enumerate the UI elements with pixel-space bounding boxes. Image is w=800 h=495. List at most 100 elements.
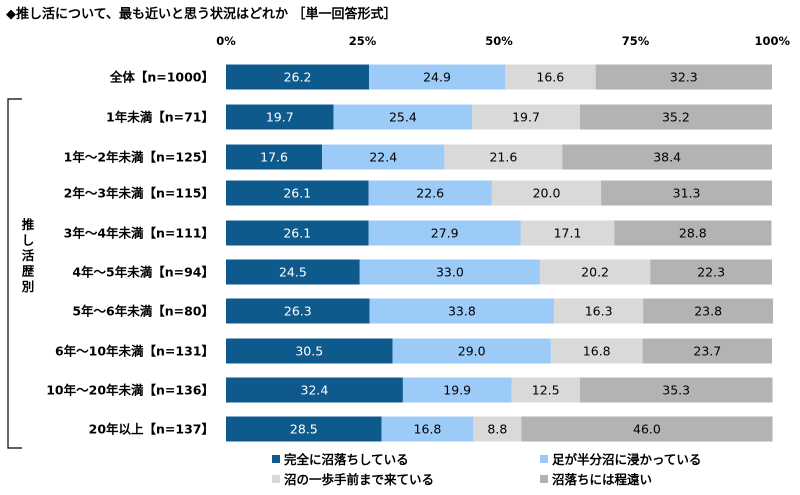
legend-label: 沼落ちには程遠い <box>552 472 652 487</box>
category-label: 1年未満【n=71】 <box>106 110 214 125</box>
data-label: 27.9 <box>431 226 459 241</box>
bar-segment <box>381 416 474 442</box>
bar-segment <box>359 259 540 285</box>
category-label: 6年～10年未満【n=131】 <box>55 344 214 359</box>
category-label: 1年～2年未満【n=125】 <box>64 150 214 165</box>
bar-segment <box>562 144 772 170</box>
x-tick-label: 100% <box>754 34 790 48</box>
chart-title: ◆推し活について、最も近いと思う状況はどれか ［単一回答形式］ <box>6 6 396 22</box>
data-label: 20.0 <box>533 186 561 201</box>
bar-segment <box>226 338 393 364</box>
bar-segment <box>579 377 773 403</box>
data-label: 19.7 <box>266 110 294 125</box>
legend-swatch <box>272 455 280 463</box>
data-label: 29.0 <box>458 344 486 359</box>
data-label: 16.8 <box>583 344 611 359</box>
data-label: 26.3 <box>284 304 312 319</box>
data-label: 24.9 <box>423 70 451 85</box>
data-label: 12.5 <box>532 383 560 398</box>
group-bracket-line <box>7 98 22 449</box>
data-label: 22.3 <box>697 265 725 280</box>
category-label: 20年以上【n=137】 <box>89 422 214 437</box>
data-label: 21.6 <box>489 150 517 165</box>
bar-segment <box>369 298 555 324</box>
bar-segment <box>369 64 506 90</box>
bar-segment <box>550 338 643 364</box>
bar-segment <box>554 298 644 324</box>
data-label: 26.2 <box>284 70 312 85</box>
data-label: 16.6 <box>536 70 564 85</box>
data-label: 30.5 <box>295 344 323 359</box>
data-label: 35.2 <box>662 110 690 125</box>
bar-segment <box>368 180 492 206</box>
bar-segment <box>333 104 473 130</box>
bar-segment <box>226 220 369 246</box>
data-label: 8.8 <box>487 422 507 437</box>
bar-segment <box>521 416 773 442</box>
bar-segment <box>579 104 772 130</box>
bar-segment <box>226 377 403 403</box>
data-label: 26.1 <box>283 186 311 201</box>
data-label: 35.3 <box>662 383 690 398</box>
bar-segment <box>226 298 370 324</box>
bar-segment <box>511 377 580 403</box>
x-tick-label: 25% <box>349 34 377 48</box>
bar-segment <box>226 64 370 90</box>
data-label: 31.3 <box>673 186 701 201</box>
group-label: 推し活歴別 <box>21 217 35 294</box>
data-label: 46.0 <box>633 422 661 437</box>
data-label: 22.6 <box>416 186 444 201</box>
bar-segment <box>226 104 334 130</box>
data-label: 19.9 <box>443 383 471 398</box>
x-axis-ticks: 0% 25% 50% 75% 100% <box>216 34 790 48</box>
bar-segment <box>472 104 580 130</box>
bar-segment <box>491 180 602 206</box>
bar-segment <box>520 220 615 246</box>
legend-label: 沼の一歩手前まで来ている <box>284 472 434 487</box>
bar-segment <box>595 64 772 90</box>
data-label: 33.8 <box>448 304 476 319</box>
x-tick-label: 0% <box>216 34 236 48</box>
data-label: 23.7 <box>693 344 721 359</box>
bar-segment <box>226 259 360 285</box>
data-label: 32.3 <box>670 70 698 85</box>
data-label: 16.3 <box>585 304 613 319</box>
data-label: 24.5 <box>279 265 307 280</box>
legend-swatch <box>272 475 280 483</box>
group-bracket: 推し活歴別 <box>7 98 35 449</box>
x-tick-label: 50% <box>485 34 513 48</box>
bar-segment <box>226 416 382 442</box>
bar-segment <box>614 220 772 246</box>
legend-swatch <box>540 455 548 463</box>
bar-segment <box>226 144 323 170</box>
bar-segment <box>226 180 369 206</box>
data-label: 17.1 <box>554 226 582 241</box>
bar-segment <box>601 180 772 206</box>
bar-segment <box>402 377 512 403</box>
legend-swatch <box>540 475 548 483</box>
bar-segment <box>368 220 521 246</box>
category-label: 5年～6年未満【n=80】 <box>72 304 214 319</box>
bar-segment <box>642 338 772 364</box>
bars: 26.2 24.9 16.6 32.3 19.7 25.4 19.7 35.2 17.6 22.4… <box>226 64 774 442</box>
data-label: 28.5 <box>290 422 318 437</box>
legend-label: 足が半分沼に浸かっている <box>552 452 701 467</box>
bar-segment <box>444 144 563 170</box>
bar-segment <box>650 259 772 285</box>
category-label: 2年～3年未満【n=115】 <box>64 186 214 201</box>
data-label: 26.1 <box>283 226 311 241</box>
category-label: 4年～5年未満【n=94】 <box>72 265 214 280</box>
data-label: 32.4 <box>301 383 329 398</box>
category-label: 3年～4年未満【n=111】 <box>64 226 214 241</box>
data-label: 23.8 <box>694 304 722 319</box>
bar-segment <box>539 259 651 285</box>
data-label: 19.7 <box>512 110 540 125</box>
bar-segment <box>505 64 596 90</box>
data-label: 25.4 <box>389 110 417 125</box>
legend-label: 完全に沼落ちしている <box>284 452 409 467</box>
data-label: 22.4 <box>369 150 397 165</box>
category-labels: 全体【n=1000】 1年未満【n=71】 1年～2年未満【n=125】 2年～3年未… <box>46 70 214 437</box>
